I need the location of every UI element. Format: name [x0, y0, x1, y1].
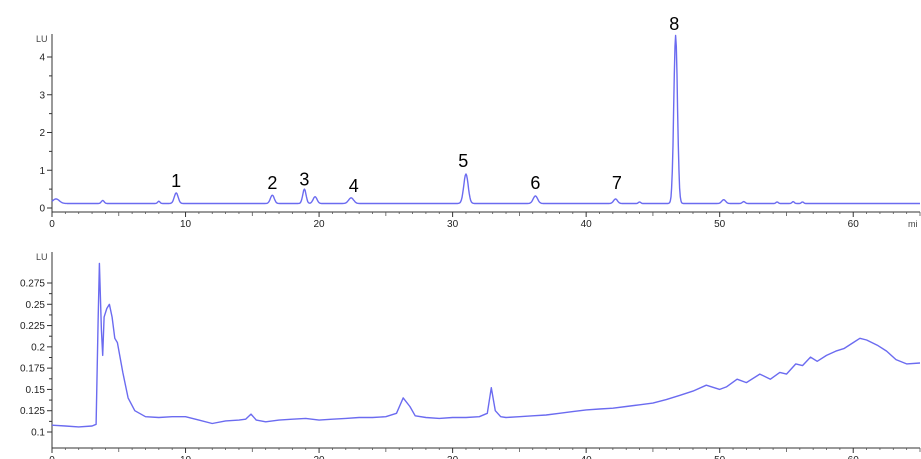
y-tick-label: 1 — [39, 166, 45, 177]
x-tick-label: 60 — [848, 219, 860, 230]
y-tick-label: 0.225 — [20, 321, 45, 332]
chromatogram-trace — [51, 262, 921, 428]
y-tick-label: 0.125 — [20, 406, 45, 417]
peak-label-4: 4 — [349, 176, 359, 196]
y-tick-label: 0 — [39, 204, 45, 215]
x-tick-label: 30 — [447, 219, 459, 230]
x-axis-unit: mi — [908, 219, 918, 229]
y-tick-label: 0.15 — [26, 385, 46, 396]
y-tick-label: 4 — [39, 53, 45, 64]
chromatogram-trace — [51, 34, 920, 205]
peak-label-3: 3 — [299, 169, 309, 189]
x-tick-label: 30 — [447, 455, 459, 459]
peak-label-2: 2 — [267, 173, 277, 193]
peak-label-5: 5 — [458, 151, 468, 171]
y-tick-label: 0.25 — [26, 300, 46, 311]
y-tick-label: 0.275 — [20, 279, 45, 290]
y-tick-label: 0.175 — [20, 364, 45, 375]
x-tick-label: 0 — [49, 219, 55, 230]
x-tick-label: 50 — [714, 455, 726, 459]
y-tick-label: 0.2 — [31, 342, 45, 353]
peak-label-6: 6 — [530, 173, 540, 193]
x-tick-label: 50 — [714, 219, 726, 230]
x-tick-label: 0 — [49, 455, 55, 459]
peak-label-8: 8 — [669, 14, 679, 34]
y-axis-label: LU — [36, 34, 48, 44]
x-tick-label: 20 — [314, 455, 326, 459]
x-tick-label: 60 — [848, 455, 860, 459]
y-axis-label: LU — [36, 252, 48, 262]
x-tick-label: 20 — [314, 219, 326, 230]
x-tick-label: 40 — [581, 219, 593, 230]
x-tick-label: 40 — [581, 455, 593, 459]
y-tick-label: 2 — [39, 128, 45, 139]
peak-label-7: 7 — [612, 173, 622, 193]
x-tick-label: 10 — [180, 219, 192, 230]
y-tick-label: 3 — [39, 90, 45, 101]
peak-label-1: 1 — [171, 171, 181, 191]
y-tick-label: 0.1 — [31, 428, 45, 439]
x-tick-label: 10 — [180, 455, 192, 459]
